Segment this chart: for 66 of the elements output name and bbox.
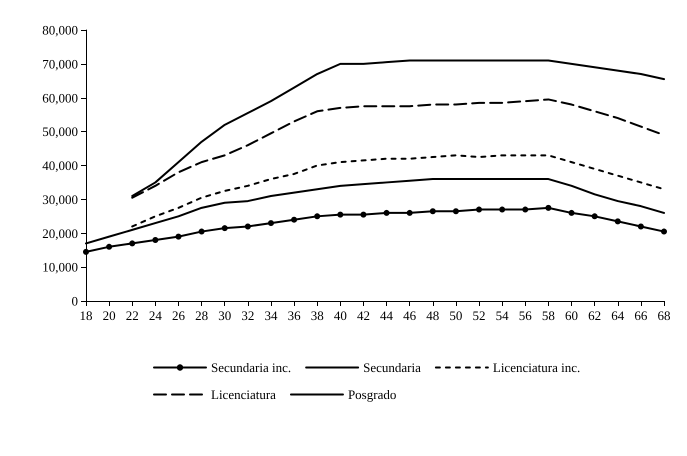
x-tick-label: 42 [356, 308, 370, 323]
point [661, 228, 667, 235]
y-tick-label: 50,000 [42, 124, 78, 140]
x-tick-label: 34 [264, 308, 278, 323]
x-tick-label: 38 [310, 308, 324, 323]
y-tick-label: 80,000 [42, 22, 78, 38]
x-tick-label: 26 [172, 308, 186, 323]
point [106, 244, 112, 250]
y-tick-label: 0 [72, 294, 78, 308]
x-tick-label: 56 [518, 308, 532, 323]
legend-label: Licenciatura [211, 387, 276, 402]
x-tick-label: 52 [472, 308, 486, 323]
x-tick-label: 68 [658, 308, 670, 323]
x-tick-label: 18 [80, 308, 92, 323]
point [522, 206, 528, 213]
point [384, 210, 390, 216]
point [83, 248, 89, 255]
x-tick-label: 24 [148, 308, 162, 323]
point [638, 223, 644, 230]
x-tick-label: 20 [102, 308, 116, 323]
legend-label: Licenciatura inc. [492, 360, 580, 375]
legend-label: Posgrado [348, 387, 396, 402]
point [430, 208, 436, 214]
point [129, 240, 136, 246]
legend-label: Secundaria [363, 360, 422, 375]
point [499, 206, 506, 213]
y-tick-label: 20,000 [42, 226, 78, 241]
y-tick-label: 30,000 [42, 192, 78, 207]
x-tick-label: 60 [565, 308, 578, 323]
point [175, 234, 182, 240]
x-tick-label: 32 [241, 308, 254, 323]
legend-label: Secundaria inc. [211, 360, 292, 375]
point [198, 228, 205, 235]
point [291, 216, 298, 223]
x-tick-label: 58 [542, 308, 555, 323]
x-tick-label: 22 [126, 308, 139, 323]
y-tick-label: 70,000 [42, 56, 78, 72]
x-tick-label: 62 [588, 308, 602, 323]
x-tick-label: 46 [403, 308, 417, 323]
y-tick-label: 40,000 [42, 158, 78, 173]
point [268, 220, 274, 226]
point [545, 204, 552, 211]
x-tick-label: 28 [195, 308, 208, 323]
point [222, 225, 228, 232]
point [568, 210, 575, 216]
point [614, 218, 621, 224]
point [592, 213, 598, 220]
point [476, 206, 482, 213]
point [452, 208, 459, 214]
point [314, 213, 320, 220]
x-tick-label: 48 [426, 308, 440, 323]
point [337, 212, 344, 218]
point [244, 223, 251, 230]
x-tick-label: 30 [218, 308, 232, 323]
x-tick-label: 54 [496, 308, 510, 323]
x-tick-label: 64 [611, 308, 625, 323]
x-tick-label: 40 [334, 308, 347, 323]
point [152, 237, 158, 244]
x-tick-label: 50 [449, 308, 462, 323]
y-tick-label: 10,000 [42, 260, 78, 275]
x-tick-label: 44 [380, 308, 394, 323]
point [406, 210, 413, 216]
x-tick-label: 66 [634, 308, 648, 323]
point [360, 212, 366, 218]
x-tick-label: 36 [288, 308, 302, 323]
y-tick-label: 60,000 [42, 90, 78, 106]
